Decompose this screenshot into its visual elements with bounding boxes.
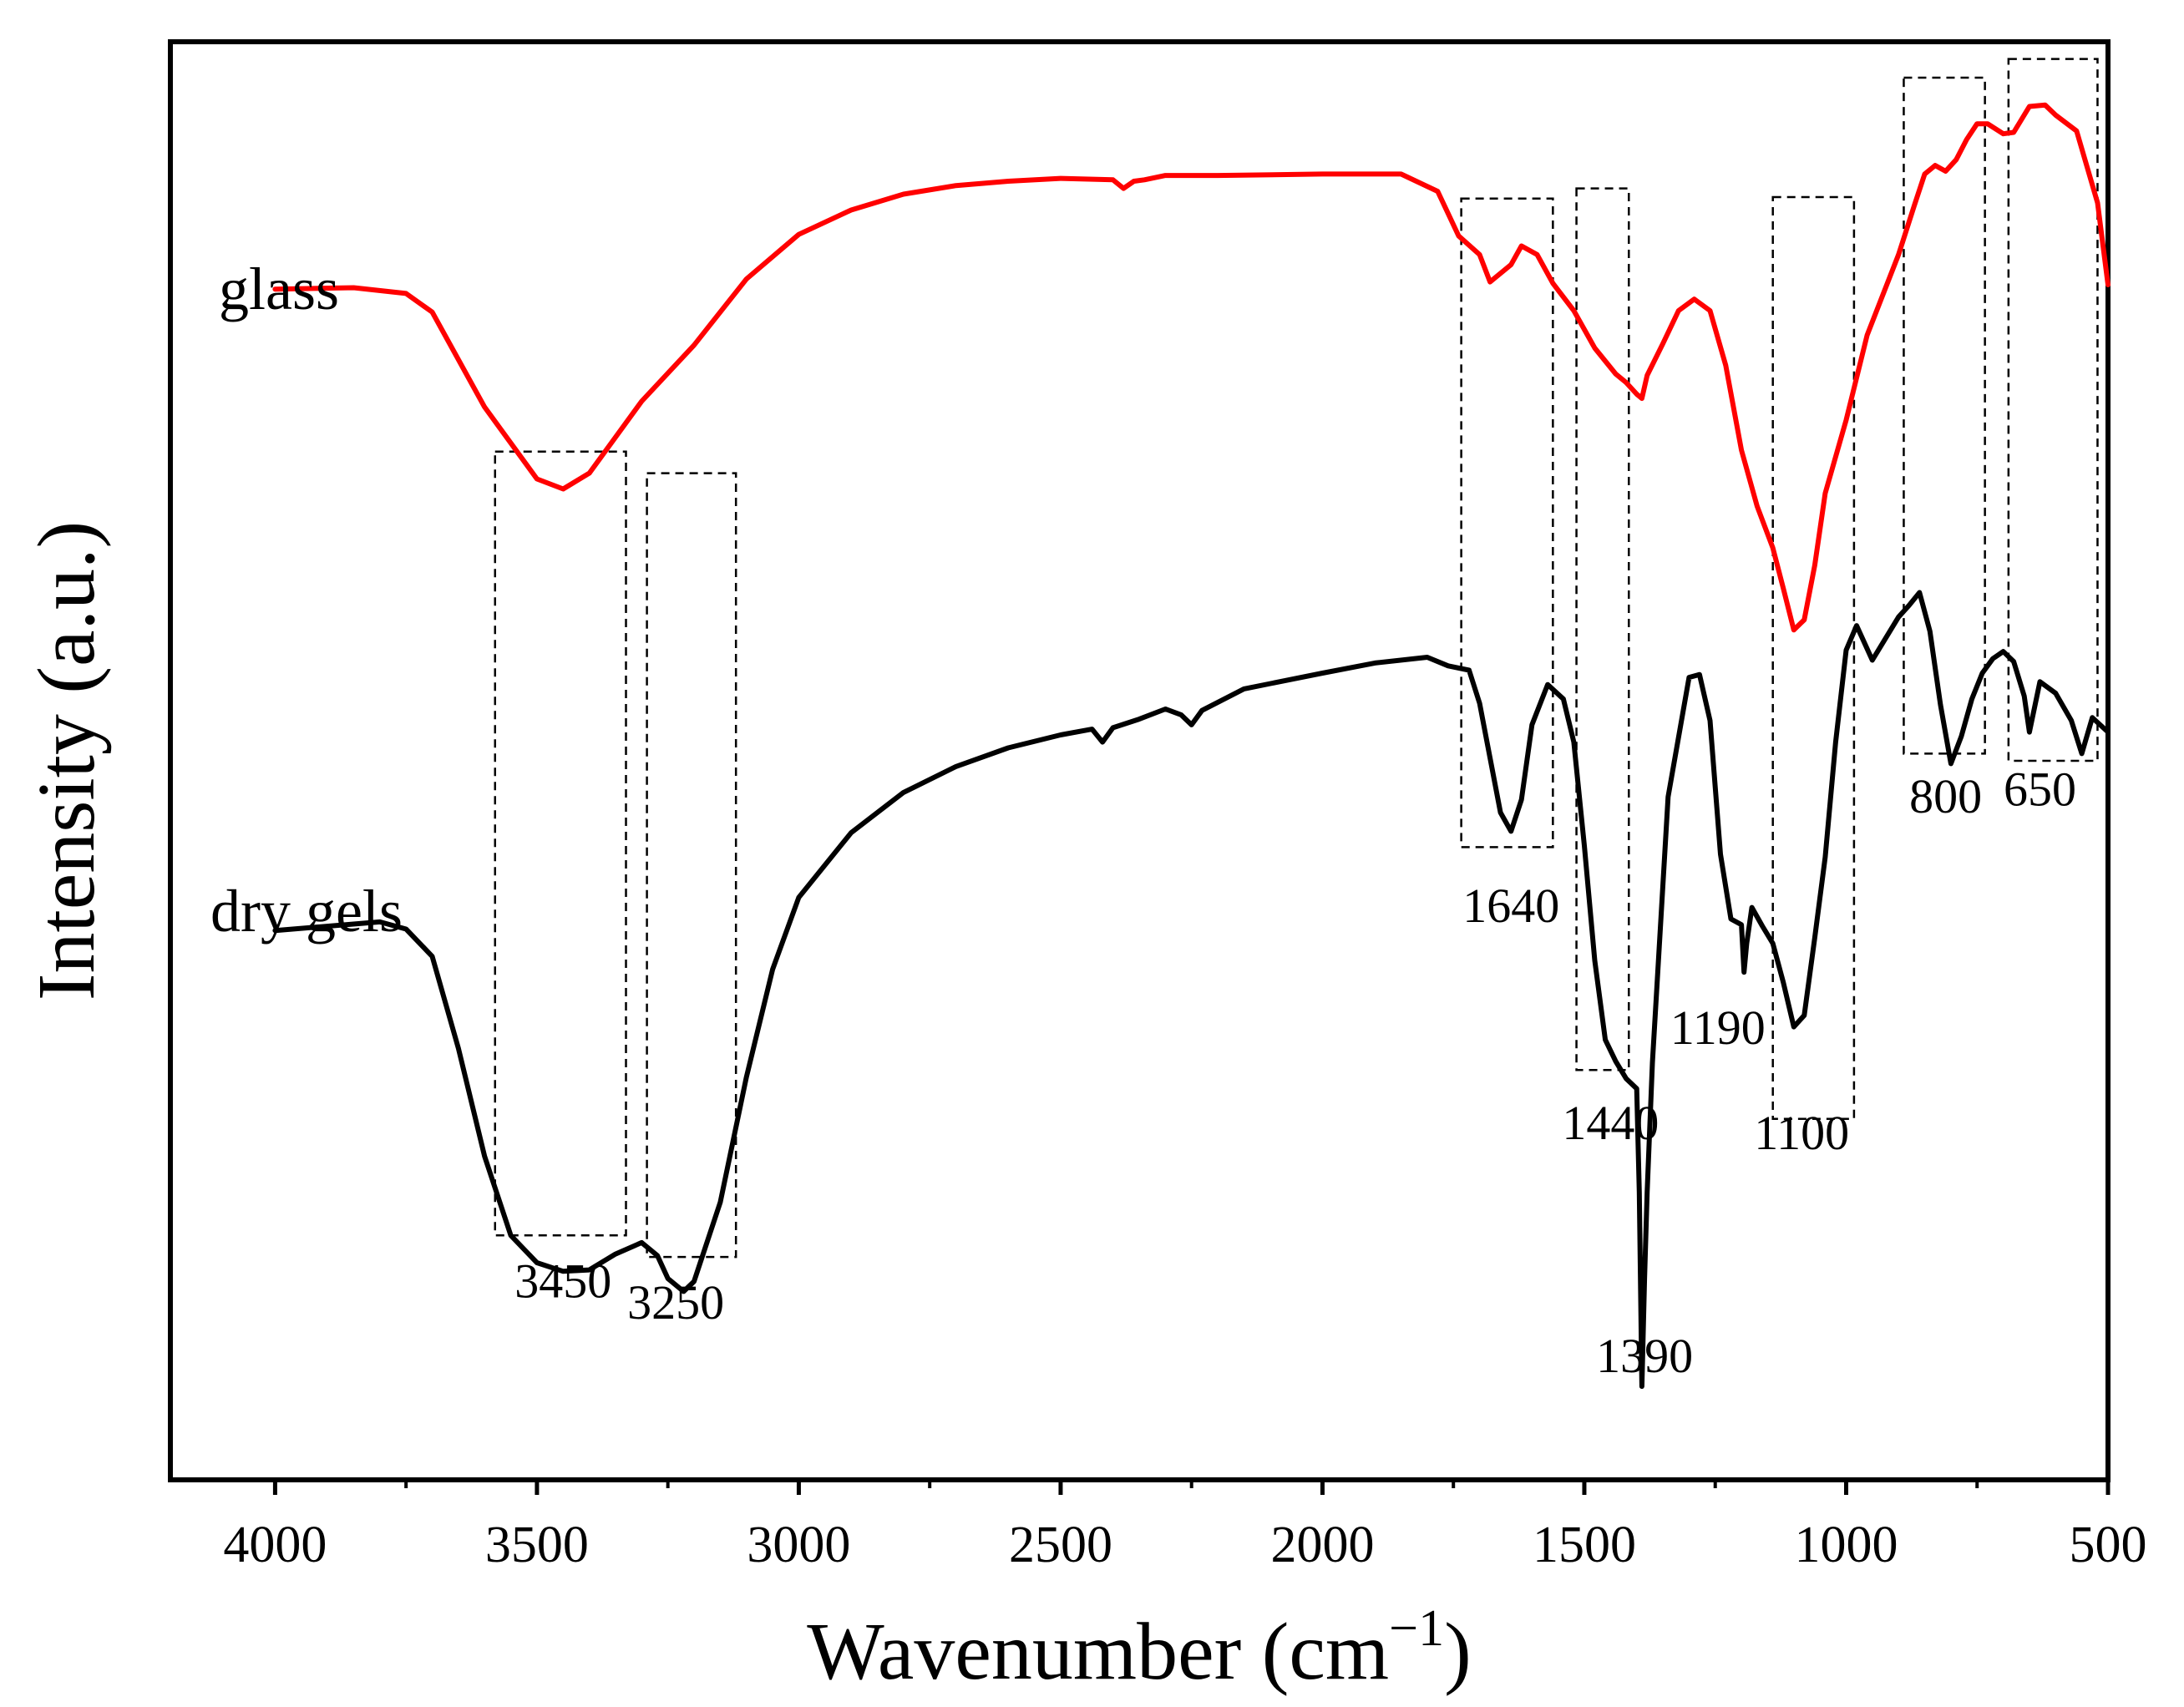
series-label-glass: glass [219,256,339,322]
x-tick-label-1500: 1500 [1533,1517,1636,1573]
plot-area-border [168,39,2111,1482]
peak-label-1390: 1390 [1596,1329,1693,1383]
x-tick-label-1000: 1000 [1794,1517,1898,1573]
peak-label-1440: 1440 [1562,1096,1659,1150]
x-axis-title-superscript: −1 [1389,1600,1444,1657]
x-tick-label-2000: 2000 [1270,1517,1374,1573]
series-line-dry-gels [272,590,2111,1390]
peak-labels: 3450 3250 1640 1440 1390 1190 1100 800 650 [514,762,2076,1382]
annotation-box-800 [1903,76,1986,755]
annotation-box-650 [2007,58,2099,762]
plot-frame [168,39,2111,1482]
annotation-box-3250 [646,472,737,1259]
annotation-box-1440 [1575,187,1630,1071]
x-tick-label-500: 500 [2070,1517,2147,1573]
peak-label-3450: 3450 [514,1254,611,1308]
x-axis-ticks: 4000 3500 3000 2500 2000 1500 1000 500 [223,1480,2147,1573]
annotation-box-1100 [1771,195,1856,1121]
peak-label-3250: 3250 [627,1275,724,1330]
x-tick-label-3000: 3000 [747,1517,850,1573]
series-lines [272,102,2111,1390]
x-tick-label-2500: 2500 [1009,1517,1112,1573]
peak-label-650: 650 [2004,762,2076,816]
x-axis-title: Wavenumber (cm−1) [807,1600,1471,1697]
annotation-box-3450 [494,450,627,1237]
peak-label-800: 800 [1909,769,1982,823]
annotation-boxes [494,58,2099,1259]
peak-label-1190: 1190 [1670,1000,1766,1055]
x-tick-label-3500: 3500 [485,1517,589,1573]
annotation-box-1640 [1460,197,1554,848]
peak-label-1640: 1640 [1462,879,1559,933]
peak-label-1100: 1100 [1754,1106,1849,1160]
x-tick-label-4000: 4000 [223,1517,327,1573]
series-label-dry-gels: dry gels [210,878,403,945]
y-axis-title: Intensity (a.u.) [22,521,112,1000]
series-line-glass [272,102,2111,633]
